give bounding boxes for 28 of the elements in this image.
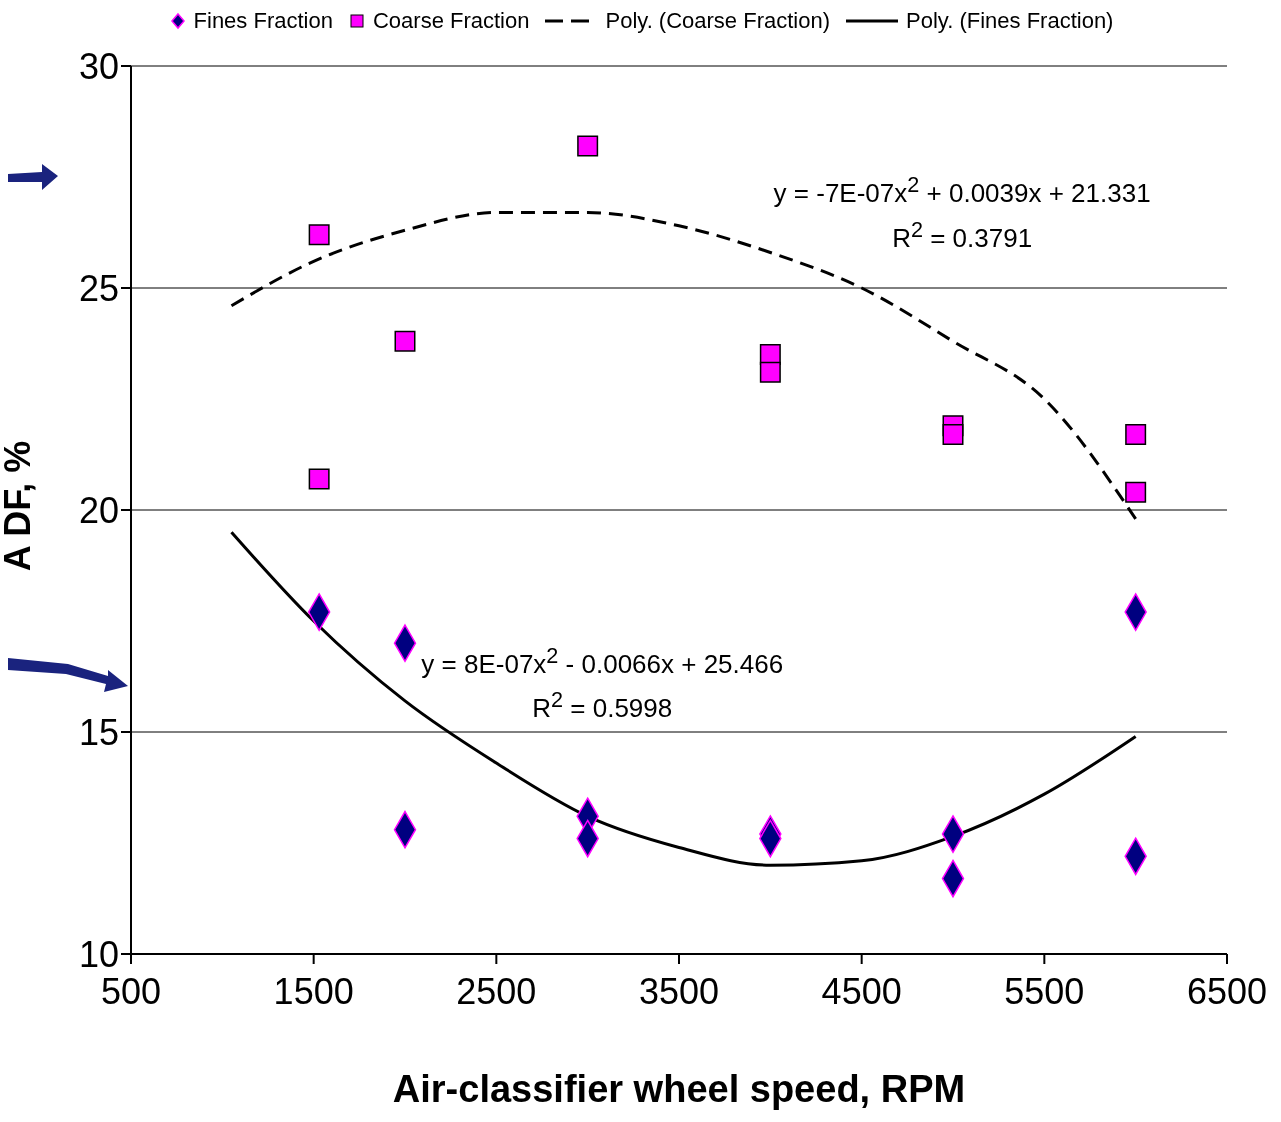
point [577, 135, 599, 157]
legend-label: Coarse Fraction [372, 8, 530, 34]
y-tick-label: 15 [78, 711, 119, 753]
y-tick-label: 25 [78, 267, 119, 309]
point [308, 224, 330, 246]
annotation: y = 8E-07x$^{2}$ - 0.0066x + 25.466 [420, 642, 785, 680]
point [1125, 481, 1147, 503]
y-axis-title: A DF, % [0, 439, 39, 574]
x-tick-label: 1500 [273, 970, 354, 1012]
x-tick-label: 3500 [638, 970, 720, 1012]
legend-label: Fines Fraction [193, 8, 333, 34]
y-tick-label: 20 [78, 489, 119, 531]
y-tick-label: 30 [78, 45, 119, 87]
point [759, 361, 781, 383]
annotation: R$^{2}$ = 0.3791 [891, 216, 1034, 254]
point [308, 468, 330, 490]
x-tick-label: 4500 [821, 970, 902, 1012]
point [394, 330, 416, 352]
x-tick-label: 5500 [1004, 970, 1085, 1012]
annotation: R$^{2}$ = 0.5998 [531, 687, 674, 725]
x-axis-title: Air-classifier wheel speed, RPM [391, 1068, 967, 1111]
point [1125, 424, 1147, 446]
annotation: y = -7E-07x$^{2}$ + 0.0039x + 21.331 [772, 172, 1152, 209]
x-tick-label: 6500 [1186, 970, 1268, 1012]
legend-label: Poly. (Coarse Fraction) [605, 8, 831, 34]
x-tick-label: 2500 [456, 970, 537, 1012]
point [942, 424, 964, 446]
legend-label: Poly. (Fines Fraction) [906, 8, 1114, 34]
